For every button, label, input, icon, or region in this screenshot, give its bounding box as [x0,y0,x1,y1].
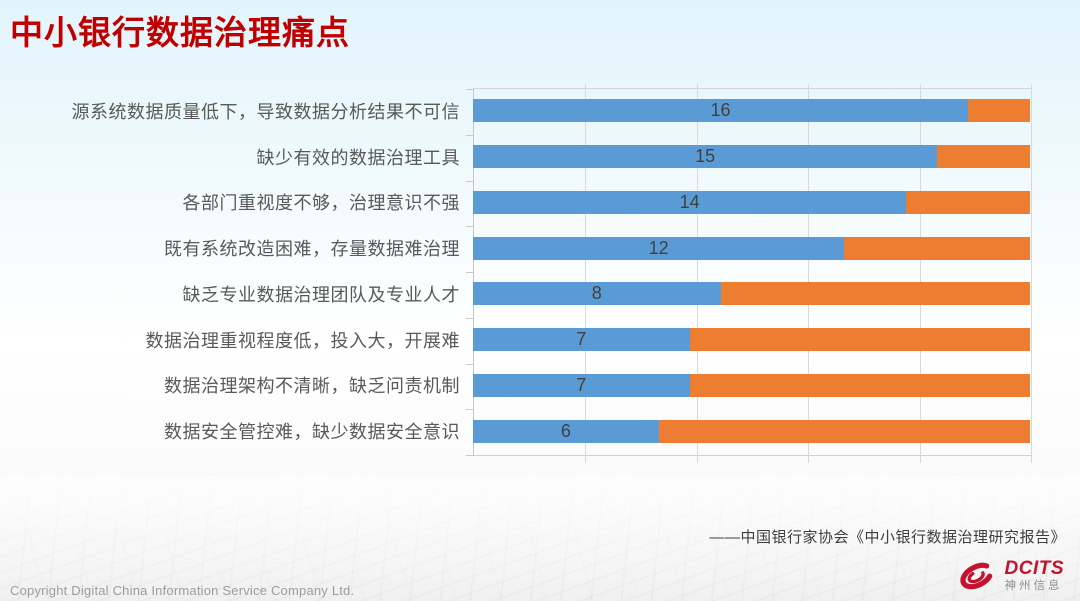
axis-tick [466,180,474,182]
logo-text-block: DCITS 神州信息 [1005,559,1065,593]
data-label: 16 [710,100,731,121]
stacked-bar-chart: 源系统数据质量低下，导致数据分析结果不可信 16 缺少有效的数据治理工具 15 各部门重… [0,84,1040,463]
data-label: 6 [560,420,571,441]
axis-tick [466,455,474,456]
gridline [696,84,698,463]
bar-segment-secondary [689,328,1030,352]
bar-segment-primary: 12 [473,236,845,260]
bar-segment-primary: 8 [473,282,721,306]
axis-tick [466,317,474,319]
bar-track: 7 [473,328,1030,352]
chart-row: 各部门重视度不够，治理意识不强 14 [0,180,1040,226]
axis-tick [466,363,474,365]
data-label: 7 [576,374,587,395]
axis-tick [466,409,474,411]
bar-segment-secondary [720,282,1030,306]
bar-segment-primary: 16 [473,99,969,123]
bar-segment-secondary [658,419,1030,443]
dcits-logo: DCITS 神州信息 [956,558,1065,594]
bar-segment-primary: 15 [473,145,938,169]
category-label: 缺乏专业数据治理团队及专业人才 [182,284,460,305]
bar-track: 7 [473,373,1030,397]
dcits-swirl-icon [959,562,994,590]
axis-tick [466,226,474,228]
axis-tick [466,134,474,136]
gridline [1031,84,1032,463]
chart-row: 源系统数据质量低下，导致数据分析结果不可信 16 [0,88,1040,134]
page-title: 中小银行数据治理痛点 [10,14,350,51]
bar-segment-primary: 14 [473,190,907,214]
bar-segment-secondary [906,190,1030,214]
copyright-text: Copyright Digital China Information Serv… [10,583,355,598]
axis-tick [466,89,474,90]
bar-segment-secondary [844,236,1030,260]
bar-track: 12 [473,236,1030,260]
logo-wordmark: DCITS [1004,558,1064,580]
decorative-mesh-background [0,476,1080,601]
data-label: 7 [576,329,587,350]
plot-area [466,84,1032,463]
data-label: 12 [648,237,669,258]
bar-segment-secondary [937,145,1030,169]
axis-tick [466,272,474,273]
category-label: 数据治理重视程度低，投入大，开展难 [145,330,460,351]
chart-row: 既有系统改造困难，存量数据难治理 12 [0,225,1040,271]
chart-rows: 源系统数据质量低下，导致数据分析结果不可信 16 缺少有效的数据治理工具 15 各部门重… [0,88,1040,454]
source-citation: ——中国银行家协会《中小银行数据治理研究报告》 [709,529,1066,546]
chart-row: 缺少有效的数据治理工具 15 [0,134,1040,180]
bar-track: 14 [473,190,1030,214]
gridline [919,84,921,463]
category-label: 缺少有效的数据治理工具 [256,147,460,168]
bar-segment-primary: 7 [473,373,690,397]
data-label: 15 [695,146,716,167]
data-label: 8 [591,283,602,304]
bar-track: 6 [473,419,1030,443]
category-label: 数据治理架构不清晰，缺乏问责机制 [164,376,460,397]
bar-segment-secondary [689,373,1030,397]
category-label: 既有系统改造困难，存量数据难治理 [164,239,460,260]
category-label: 源系统数据质量低下，导致数据分析结果不可信 [71,101,460,122]
logo-subtext: 神州信息 [1004,580,1063,593]
bar-segment-secondary [968,99,1030,123]
bar-segment-primary: 6 [473,419,659,443]
chart-row: 数据安全管控难，缺少数据安全意识 6 [0,408,1040,454]
gridline [585,84,587,463]
gridline [808,84,810,463]
bar-track: 8 [473,282,1030,306]
bar-track: 16 [473,99,1030,123]
data-label: 14 [679,191,700,212]
category-label: 各部门重视度不够，治理意识不强 [182,193,460,214]
category-label: 数据安全管控难，缺少数据安全意识 [164,422,460,443]
bar-track: 15 [473,145,1030,169]
chart-row: 缺乏专业数据治理团队及专业人才 8 [0,271,1040,317]
chart-row: 数据治理重视程度低，投入大，开展难 7 [0,317,1040,363]
bar-segment-primary: 7 [473,328,690,352]
chart-row: 数据治理架构不清晰，缺乏问责机制 7 [0,363,1040,409]
